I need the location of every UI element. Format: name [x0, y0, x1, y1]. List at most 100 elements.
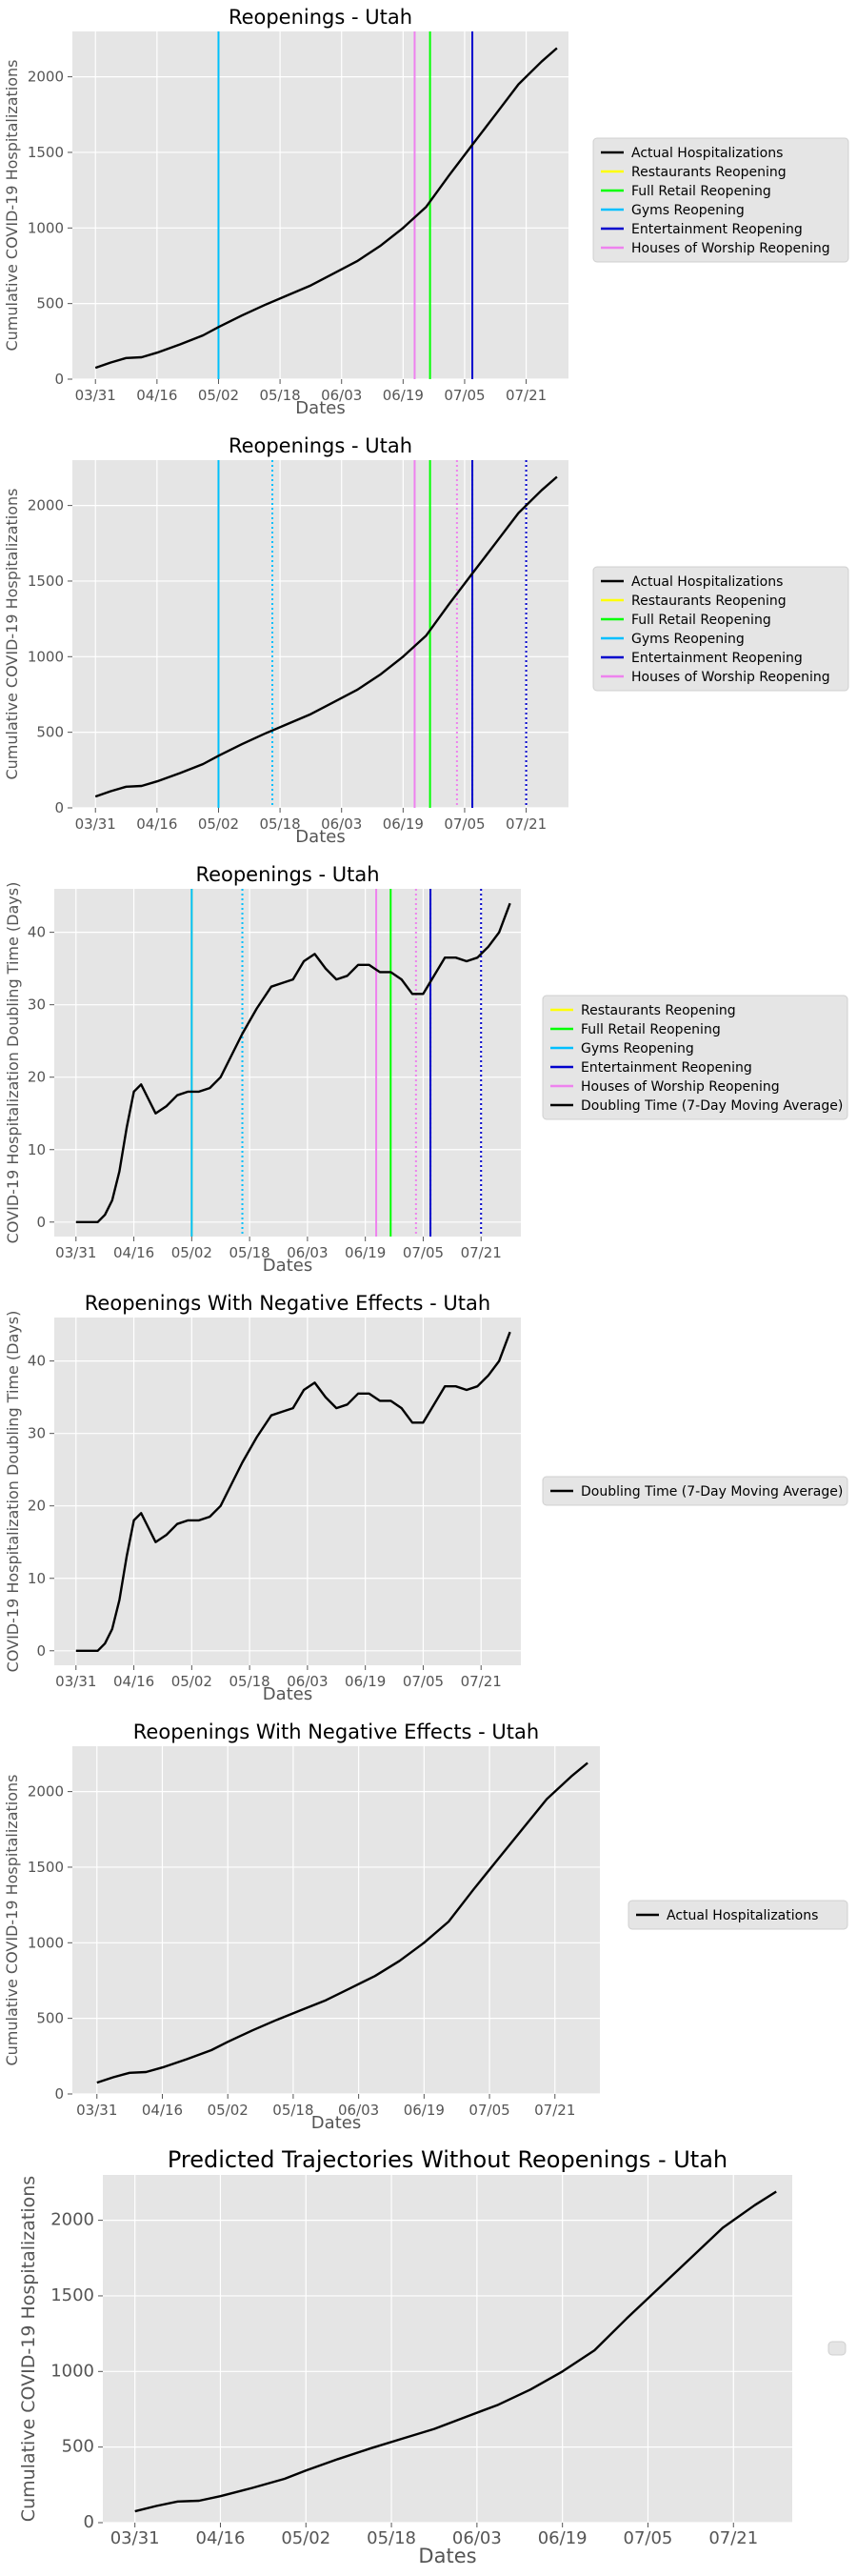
legend-box — [542, 995, 848, 1120]
x-tick-label: 06/19 — [345, 1673, 386, 1690]
x-tick-label: 06/03 — [287, 1244, 328, 1261]
y-tick-label: 30 — [28, 1425, 46, 1442]
x-tick-label: 04/16 — [113, 1673, 154, 1690]
x-axis-label: Dates — [263, 1256, 312, 1276]
x-tick-label: 05/02 — [281, 2528, 330, 2548]
x-tick-label: 04/16 — [136, 387, 177, 404]
series-line — [96, 1761, 588, 2084]
chart-title: Reopenings - Utah — [229, 434, 412, 457]
chart-1: 0 500 1000 1500 2000 03/31 04/16 05/02 05/18 06/0… — [3, 6, 849, 418]
y-tick-label: 1500 — [28, 573, 64, 590]
x-tick-label: 04/16 — [113, 1244, 154, 1261]
y-tick-label: 500 — [62, 2437, 94, 2457]
x-tick-label: 04/16 — [142, 2102, 183, 2119]
y-tick-label: 1000 — [28, 1934, 64, 1951]
x-tick-label: 05/18 — [272, 2102, 313, 2119]
x-tick-label: 06/19 — [383, 387, 424, 404]
x-tick-label: 06/19 — [345, 1244, 386, 1261]
y-tick-label: 0 — [54, 2085, 64, 2103]
y-tick-label: 0 — [84, 2512, 94, 2532]
x-tick-label: 06/03 — [321, 387, 362, 404]
x-axis-label: Dates — [263, 1684, 312, 1704]
y-tick-label: 20 — [28, 1069, 46, 1086]
y-axis-label: COVID-19 Hospitalization Doubling Time (… — [4, 1311, 22, 1673]
legend-entry: Actual Hospitalizations — [631, 146, 783, 161]
x-tick-label: 04/16 — [136, 815, 177, 833]
x-tick-label: 07/21 — [461, 1244, 502, 1261]
y-tick-label: 1500 — [50, 2285, 94, 2305]
y-tick-label: 10 — [28, 1141, 46, 1158]
y-tick-label: 1500 — [28, 1859, 64, 1876]
x-tick-label: 07/05 — [444, 815, 485, 833]
legend-box — [542, 1476, 848, 1506]
series-line — [134, 2190, 777, 2513]
chart-title: Reopenings With Negative Effects - Utah — [133, 1721, 539, 1743]
x-tick-label: 03/31 — [75, 387, 116, 404]
series-line — [75, 1331, 511, 1653]
legend-box — [592, 137, 849, 263]
y-tick-label: 0 — [36, 1642, 46, 1660]
x-tick-label: 07/21 — [506, 387, 547, 404]
x-tick-label: 06/03 — [452, 2528, 502, 2548]
x-tick-label: 05/18 — [229, 1244, 269, 1261]
chart-title: Reopenings With Negative Effects - Utah — [85, 1292, 490, 1315]
x-tick-label: 07/21 — [534, 2102, 575, 2119]
legend: Restaurants Reopening Full Retail Reopeni… — [542, 995, 848, 1120]
y-tick-label: 500 — [36, 724, 64, 741]
y-tick-label: 2000 — [50, 2210, 94, 2230]
x-tick-label: 07/05 — [444, 387, 485, 404]
y-tick-label: 2000 — [28, 69, 64, 86]
legend-entry: Doubling Time (7-Day Moving Average) — [581, 1484, 843, 1499]
y-tick-label: 30 — [28, 996, 46, 1014]
chart-2: 0 500 1000 1500 2000 03/31 04/16 05/02 05/18 06/0… — [3, 434, 849, 847]
x-tick-label: 07/05 — [403, 1673, 444, 1690]
chart-title: Reopenings - Utah — [195, 863, 379, 886]
y-axis-label: COVID-19 Hospitalization Doubling Time (… — [4, 882, 22, 1244]
legend: Actual Hospitalizations Restaurants Reope… — [592, 137, 849, 263]
x-tick-label: 06/19 — [383, 815, 424, 833]
y-tick-label: 2000 — [28, 497, 64, 514]
legend-entry: Entertainment Reopening — [631, 222, 803, 237]
legend-entry: Full Retail Reopening — [631, 613, 771, 628]
series-line — [75, 902, 511, 1224]
y-axis-label: Cumulative COVID-19 Hospitalizations — [3, 488, 21, 779]
x-tick-label: 05/18 — [367, 2528, 416, 2548]
legend-entry: Gyms Reopening — [631, 203, 745, 218]
chart-title: Predicted Trajectories Without Reopening… — [168, 2146, 727, 2173]
x-tick-label: 06/03 — [321, 815, 362, 833]
x-tick-label: 03/31 — [75, 815, 116, 833]
x-tick-label: 03/31 — [55, 1673, 96, 1690]
legend-entry: Houses of Worship Reopening — [631, 670, 830, 685]
legend-entry: Houses of Worship Reopening — [581, 1079, 780, 1095]
plot-area — [54, 1318, 521, 1665]
y-tick-label: 40 — [28, 924, 46, 941]
chart-5: 0 500 1000 1500 2000 03/31 04/16 05/02 05/18 06/0… — [3, 1721, 848, 2133]
x-tick-label: 04/16 — [196, 2528, 246, 2548]
x-tick-label: 07/05 — [624, 2528, 673, 2548]
chart-4: 0 10 20 30 40 03/31 04/16 05/02 05/18 06/03 06/19 0… — [4, 1292, 848, 1704]
y-axis-label: Cumulative COVID-19 Hospitalizations — [3, 1774, 21, 2065]
x-tick-label: 05/18 — [259, 815, 300, 833]
y-axis-label: Cumulative COVID-19 Hospitalizations — [18, 2176, 39, 2522]
legend-entry: Gyms Reopening — [581, 1041, 694, 1057]
y-tick-label: 500 — [36, 2010, 64, 2027]
legend: Actual Hospitalizations — [628, 1900, 848, 1930]
y-tick-label: 1000 — [28, 219, 64, 236]
x-tick-label: 03/31 — [110, 2528, 160, 2548]
legend-entry: Actual Hospitalizations — [631, 574, 783, 590]
y-tick-label: 20 — [28, 1498, 46, 1515]
x-tick-label: 05/02 — [208, 2102, 249, 2119]
y-tick-label: 10 — [28, 1570, 46, 1587]
x-axis-label: Dates — [311, 2113, 361, 2133]
chart-6: 0 500 1000 1500 2000 03/31 04/16 05/02 05/18 06/0… — [18, 2146, 847, 2567]
legend-entry: Houses of Worship Reopening — [631, 241, 830, 256]
legend-entry: Actual Hospitalizations — [667, 1908, 818, 1923]
legend — [827, 2341, 847, 2356]
plot-area — [54, 889, 521, 1237]
x-tick-label: 06/03 — [287, 1673, 328, 1690]
x-tick-label: 06/03 — [338, 2102, 379, 2119]
x-tick-label: 07/21 — [708, 2528, 758, 2548]
plot-area — [72, 460, 568, 808]
